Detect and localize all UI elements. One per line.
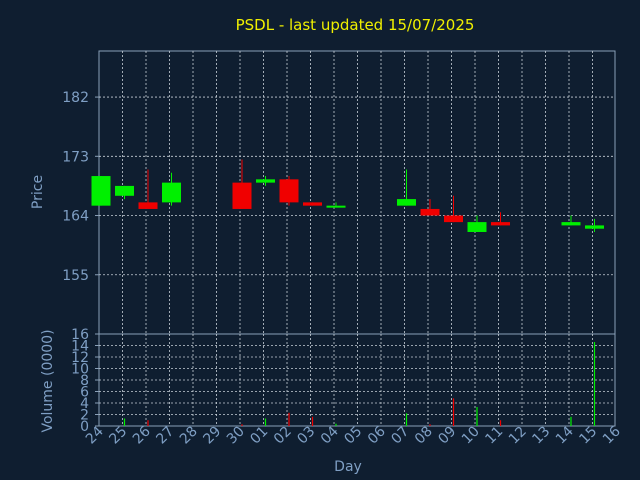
x-tick-label: 04 — [318, 423, 342, 447]
volume-tick-label: 8 — [80, 373, 89, 389]
candle-body — [303, 202, 322, 206]
x-tick-label: 09 — [435, 424, 459, 448]
x-tick-label: 03 — [294, 424, 318, 448]
volume-gridlines — [99, 334, 615, 426]
volume-tick-label: 4 — [80, 396, 89, 412]
x-tick-label: 01 — [247, 424, 271, 448]
x-tick-label: 26 — [130, 423, 154, 447]
chart-title: PSDL - last updated 15/07/2025 — [236, 16, 475, 34]
volume-tick-label: 0 — [80, 419, 89, 435]
x-tick-label: 12 — [506, 424, 530, 448]
volume-tick-label: 12 — [71, 350, 89, 366]
candle — [138, 169, 158, 209]
candle — [256, 176, 275, 186]
volume-tick-label: 10 — [71, 362, 89, 378]
x-axis-ticks: 24 25 26 27 28 29 30 01 02 03 04 05 06 07 08 09 10 11 12 13… — [83, 423, 624, 447]
candle-body — [232, 182, 252, 209]
candle-body — [467, 222, 487, 232]
candle-body — [491, 222, 510, 226]
x-tick-label: 25 — [106, 424, 130, 448]
candle — [420, 199, 440, 216]
x-tick-label: 02 — [271, 424, 295, 448]
x-tick-label: 11 — [482, 424, 506, 448]
volume-tick-label: 14 — [71, 339, 89, 355]
x-tick-label: 06 — [365, 423, 389, 447]
x-tick-label: 07 — [388, 424, 412, 448]
volume-tick-label: 2 — [80, 408, 89, 424]
candle-body — [397, 199, 416, 206]
x-tick-label: 13 — [529, 424, 553, 448]
candle — [232, 159, 252, 209]
candle — [467, 215, 487, 232]
candle-body — [91, 176, 111, 206]
x-tick-label: 10 — [459, 424, 483, 448]
x-tick-label: 16 — [600, 423, 624, 447]
candle — [303, 202, 322, 206]
price-panel: 155 164 173 182 Price — [30, 50, 616, 335]
price-tick-label: 164 — [62, 209, 89, 225]
candle — [561, 215, 581, 226]
candle-body — [420, 208, 440, 216]
x-tick-label: 15 — [576, 424, 600, 448]
price-tick-label: 182 — [62, 90, 89, 106]
price-tick-label: 173 — [62, 149, 89, 165]
candle-body — [444, 215, 463, 223]
candle-body — [561, 222, 581, 226]
volume-tick-label: 16 — [71, 327, 89, 343]
volume-tick-label: 6 — [80, 385, 89, 401]
volume-bars — [123, 342, 596, 426]
candle-body — [162, 182, 181, 203]
price-y-ticks: 155 164 173 182 — [62, 90, 99, 284]
x-tick-label: 30 — [224, 424, 248, 448]
candle-body — [326, 205, 346, 208]
candle-body — [585, 225, 604, 229]
price-tick-label: 155 — [62, 268, 89, 284]
candle — [279, 176, 299, 206]
volume-axis-label: Volume (0000) — [40, 329, 56, 432]
x-axis-label: Day — [334, 459, 362, 475]
x-tick-label: 28 — [177, 424, 201, 448]
candle — [326, 202, 346, 208]
candle-body — [138, 202, 158, 209]
x-tick-label: 14 — [553, 423, 577, 447]
x-tick-label: 05 — [341, 424, 365, 448]
x-tick-label: 27 — [153, 424, 177, 448]
candle-body — [279, 179, 299, 203]
x-tick-label: 29 — [200, 424, 224, 448]
candle — [397, 169, 416, 206]
candle — [162, 172, 181, 206]
x-tick-label: 08 — [412, 424, 436, 448]
candle-body — [115, 185, 134, 196]
candle — [115, 185, 134, 200]
price-axis-label: Price — [30, 175, 46, 209]
candle — [491, 212, 510, 226]
candle — [585, 218, 604, 232]
candle — [91, 176, 111, 206]
candle-body — [256, 179, 275, 183]
candle — [444, 195, 463, 223]
candles — [91, 159, 604, 232]
